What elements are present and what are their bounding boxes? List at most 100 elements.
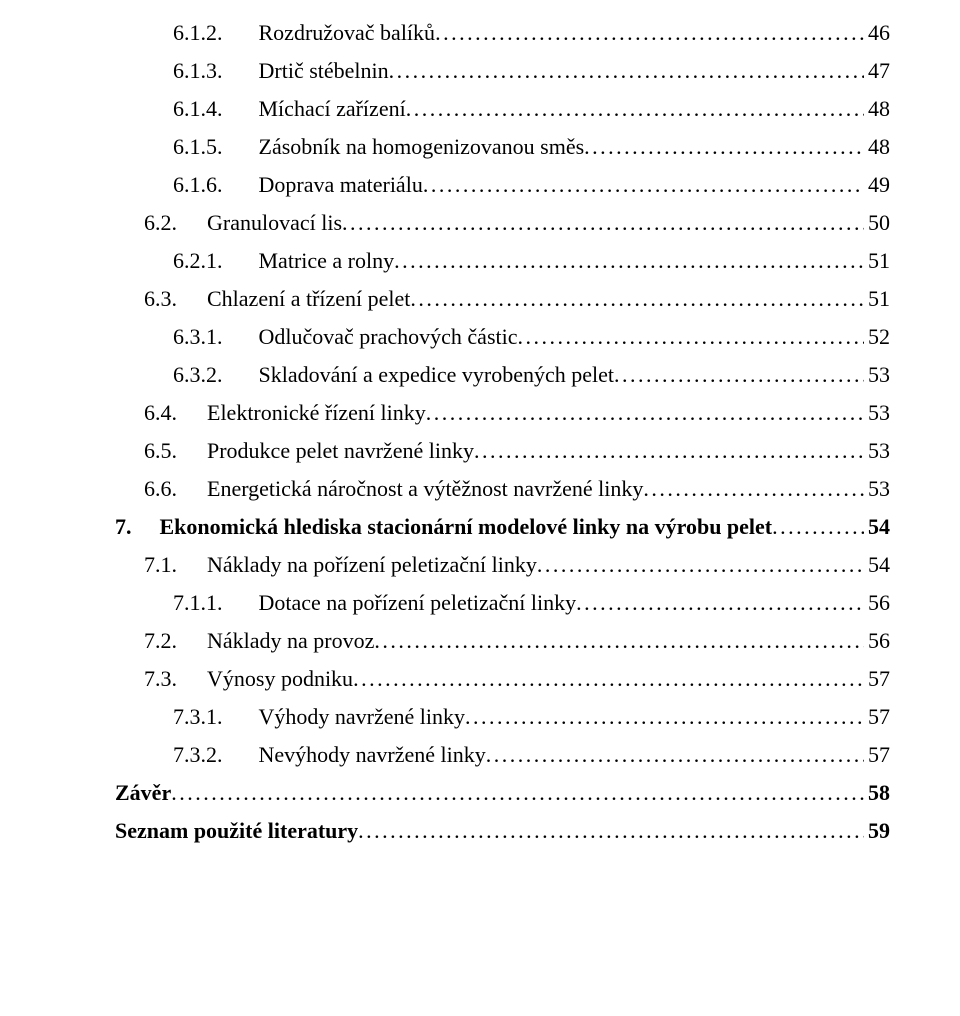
toc-entry: 6.6. Energetická náročnost a výtěžnost na…: [115, 470, 890, 508]
toc-entry-number: 6.4.: [144, 394, 177, 432]
toc-entry-title: Drtič stébelnin: [259, 52, 389, 90]
toc-entry: 6.3. Chlazení a třízení pelet 51: [115, 280, 890, 318]
toc-entry-number: 6.1.6.: [173, 166, 223, 204]
toc-entry: 7.3.1. Výhody navržené linky 57: [115, 698, 890, 736]
toc-entry: Seznam použité literatury59: [115, 812, 890, 850]
toc-entry-page: 51: [864, 242, 890, 280]
toc-entry-page: 53: [864, 432, 890, 470]
toc-entry-title: Chlazení a třízení pelet: [207, 280, 410, 318]
toc-leader-dots: [374, 622, 864, 660]
toc-entry-title: Matrice a rolny: [259, 242, 395, 280]
toc-entry-title: Nevýhody navržené linky: [259, 736, 486, 774]
toc-entry-page: 53: [864, 394, 890, 432]
toc-entry: 7.3.2. Nevýhody navržené linky 57: [115, 736, 890, 774]
toc-leader-dots: [358, 812, 864, 850]
toc-entry-page: 48: [864, 90, 890, 128]
toc-entry-page: 50: [864, 204, 890, 242]
toc-entry-title: Elektronické řízení linky: [207, 394, 426, 432]
toc-entry-number: 6.3.1.: [173, 318, 223, 356]
toc-entry-title: Doprava materiálu: [259, 166, 423, 204]
toc-entry-page: 56: [864, 622, 890, 660]
toc-leader-dots: [353, 660, 864, 698]
toc-entry-number: 7.1.: [144, 546, 177, 584]
toc-entry-title: Granulovací lis: [207, 204, 342, 242]
toc-entry-page: 54: [864, 546, 890, 584]
toc-entry-page: 56: [864, 584, 890, 622]
toc-leader-dots: [518, 318, 865, 356]
toc-leader-dots: [435, 14, 864, 52]
toc-entry: 6.4. Elektronické řízení linky 53: [115, 394, 890, 432]
toc-entry-number: 6.2.: [144, 204, 177, 242]
toc-page: 6.1.2.Rozdružovač balíků466.1.3. Drtič st…: [0, 0, 960, 850]
toc-leader-dots: [614, 356, 864, 394]
toc-leader-dots: [342, 204, 864, 242]
toc-entry: 7.3. Výnosy podniku 57: [115, 660, 890, 698]
toc-entry: 6.1.6. Doprava materiálu 49: [115, 166, 890, 204]
toc-entry-number: 6.1.3.: [173, 52, 223, 90]
toc-leader-dots: [423, 166, 864, 204]
toc-entry-page: 47: [864, 52, 890, 90]
toc-entry: 6.1.4. Míchací zařízení 48: [115, 90, 890, 128]
toc-entry-title: Produkce pelet navržené linky: [207, 432, 474, 470]
toc-leader-dots: [486, 736, 864, 774]
toc-entry-title: Skladování a expedice vyrobených pelet: [259, 356, 615, 394]
toc-entry-number: 6.2.1.: [173, 242, 223, 280]
toc-entry-page: 51: [864, 280, 890, 318]
toc-leader-dots: [537, 546, 864, 584]
toc-entry-number: 7.1.1.: [173, 584, 223, 622]
toc-entry-number: 6.5.: [144, 432, 177, 470]
toc-entry-page: 46: [864, 14, 890, 52]
toc-entry-page: 57: [864, 660, 890, 698]
toc-leader-dots: [772, 508, 864, 546]
toc-entry: 6.5. Produkce pelet navržené linky 53: [115, 432, 890, 470]
toc-entry: 7. Ekonomická hlediska stacionární modelo…: [115, 508, 890, 546]
toc-entry-number: 6.1.4.: [173, 90, 223, 128]
toc-entry-page: 49: [864, 166, 890, 204]
toc-entry-number: 7.: [115, 508, 132, 546]
toc-entry-title: Závěr: [115, 774, 171, 812]
toc-leader-dots: [426, 394, 864, 432]
toc-entry-page: 54: [864, 508, 890, 546]
toc-entry-number: 7.3.2.: [173, 736, 223, 774]
toc-leader-dots: [474, 432, 864, 470]
toc-entry: 6.3.2. Skladování a expedice vyrobených p…: [115, 356, 890, 394]
toc-entry-title: Seznam použité literatury: [115, 812, 358, 850]
toc-entry-title: Ekonomická hlediska stacionární modelové…: [160, 508, 773, 546]
toc-entry-number: 7.2.: [144, 622, 177, 660]
toc-leader-dots: [394, 242, 864, 280]
toc-entry-number: 6.3.: [144, 280, 177, 318]
toc-entry: 6.3.1.Odlučovač prachových částic52: [115, 318, 890, 356]
toc-entry-number: 7.3.1.: [173, 698, 223, 736]
toc-entry-title: Výnosy podniku: [207, 660, 353, 698]
toc-entry: 6.1.3. Drtič stébelnin 47: [115, 52, 890, 90]
toc-entry-page: 48: [864, 128, 890, 166]
toc-entry-number: 6.1.2.: [173, 14, 223, 52]
toc-leader-dots: [389, 52, 864, 90]
toc-leader-dots: [406, 90, 864, 128]
toc-entry-title: Zásobník na homogenizovanou směs: [259, 128, 585, 166]
toc-entry: 6.2. Granulovací lis 50: [115, 204, 890, 242]
toc-entry-number: 6.3.2.: [173, 356, 223, 394]
toc-entry: 6.2.1. Matrice a rolny 51: [115, 242, 890, 280]
toc-entry-number: 6.6.: [144, 470, 177, 508]
toc-entry-title: Výhody navržené linky: [259, 698, 466, 736]
toc-leader-dots: [576, 584, 864, 622]
toc-entry-title: Náklady na pořízení peletizační linky: [207, 546, 537, 584]
toc-entry-page: 57: [864, 698, 890, 736]
toc-entry: 6.1.2.Rozdružovač balíků46: [115, 14, 890, 52]
toc-entry-page: 53: [864, 470, 890, 508]
toc-leader-dots: [171, 774, 864, 812]
toc-leader-dots: [465, 698, 864, 736]
toc-entry: 7.1.1.Dotace na pořízení peletizační lin…: [115, 584, 890, 622]
toc-entry-number: 7.3.: [144, 660, 177, 698]
toc-entry: 7.2. Náklady na provoz 56: [115, 622, 890, 660]
toc-entry-page: 53: [864, 356, 890, 394]
toc-entry-title: Míchací zařízení: [259, 90, 406, 128]
toc-entry-title: Energetická náročnost a výtěžnost navrže…: [207, 470, 643, 508]
toc-leader-dots: [584, 128, 864, 166]
toc-entry: 6.1.5.Zásobník na homogenizovanou směs48: [115, 128, 890, 166]
toc-leader-dots: [643, 470, 864, 508]
toc-entry-title: Náklady na provoz: [207, 622, 374, 660]
toc-entry: 7.1. Náklady na pořízení peletizační link…: [115, 546, 890, 584]
toc-entry-page: 57: [864, 736, 890, 774]
